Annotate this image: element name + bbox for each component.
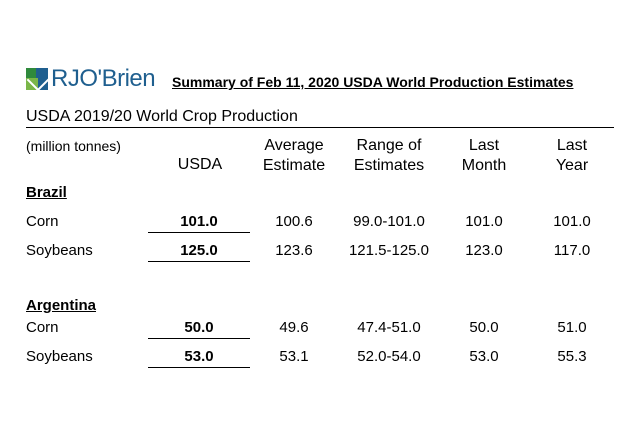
rjobrien-logo: RJO'Brien: [26, 65, 156, 92]
crop-label: Soybeans: [26, 348, 93, 365]
crop-label: Soybeans: [26, 242, 93, 259]
usda-underline: [148, 261, 250, 262]
last-month: 123.0: [465, 242, 503, 259]
usda-value: 53.0: [184, 348, 214, 365]
average-estimate: 49.6: [279, 319, 309, 336]
last-year: 117.0: [553, 242, 591, 259]
summary-title: Summary of Feb 11, 2020 USDA World Produ…: [172, 74, 574, 90]
logo-wordmark: RJO'Brien: [51, 65, 156, 92]
usda-underline: [148, 367, 250, 368]
last-year: 55.3: [557, 348, 587, 365]
usda-value: 101.0: [180, 213, 218, 230]
last-year: 51.0: [557, 319, 587, 336]
last-month: 50.0: [469, 319, 499, 336]
usda-value: 50.0: [184, 319, 214, 336]
usda-underline: [148, 338, 250, 339]
range-of-estimates: 99.0-101.0: [353, 213, 425, 230]
col-header-last-month: Last Month: [461, 137, 507, 174]
col-header-last-year: Last Year: [555, 137, 589, 174]
range-of-estimates: 121.5-125.0: [348, 242, 430, 259]
usda-value: 125.0: [180, 242, 218, 259]
average-estimate: 123.6: [275, 242, 313, 259]
country-argentina: Argentina: [26, 297, 97, 314]
title-divider: [26, 127, 614, 128]
col-header-range: Range of Estimates: [353, 137, 425, 174]
country-brazil: Brazil: [26, 184, 67, 201]
units-label: (million tonnes): [26, 138, 121, 154]
last-month: 53.0: [469, 348, 499, 365]
average-estimate: 53.1: [279, 348, 309, 365]
rjobrien-logo-mark-icon: [26, 68, 50, 92]
section-title: USDA 2019/20 World Crop Production: [26, 108, 298, 125]
col-header-usda: USDA: [177, 156, 223, 173]
crop-label: Corn: [26, 319, 59, 336]
last-year: 101.0: [553, 213, 591, 230]
last-month: 101.0: [465, 213, 503, 230]
usda-underline: [148, 232, 250, 233]
range-of-estimates: 47.4-51.0: [357, 319, 421, 336]
average-estimate: 100.6: [275, 213, 313, 230]
crop-label: Corn: [26, 213, 59, 230]
col-header-average: Average Estimate: [262, 137, 326, 174]
range-of-estimates: 52.0-54.0: [357, 348, 421, 365]
